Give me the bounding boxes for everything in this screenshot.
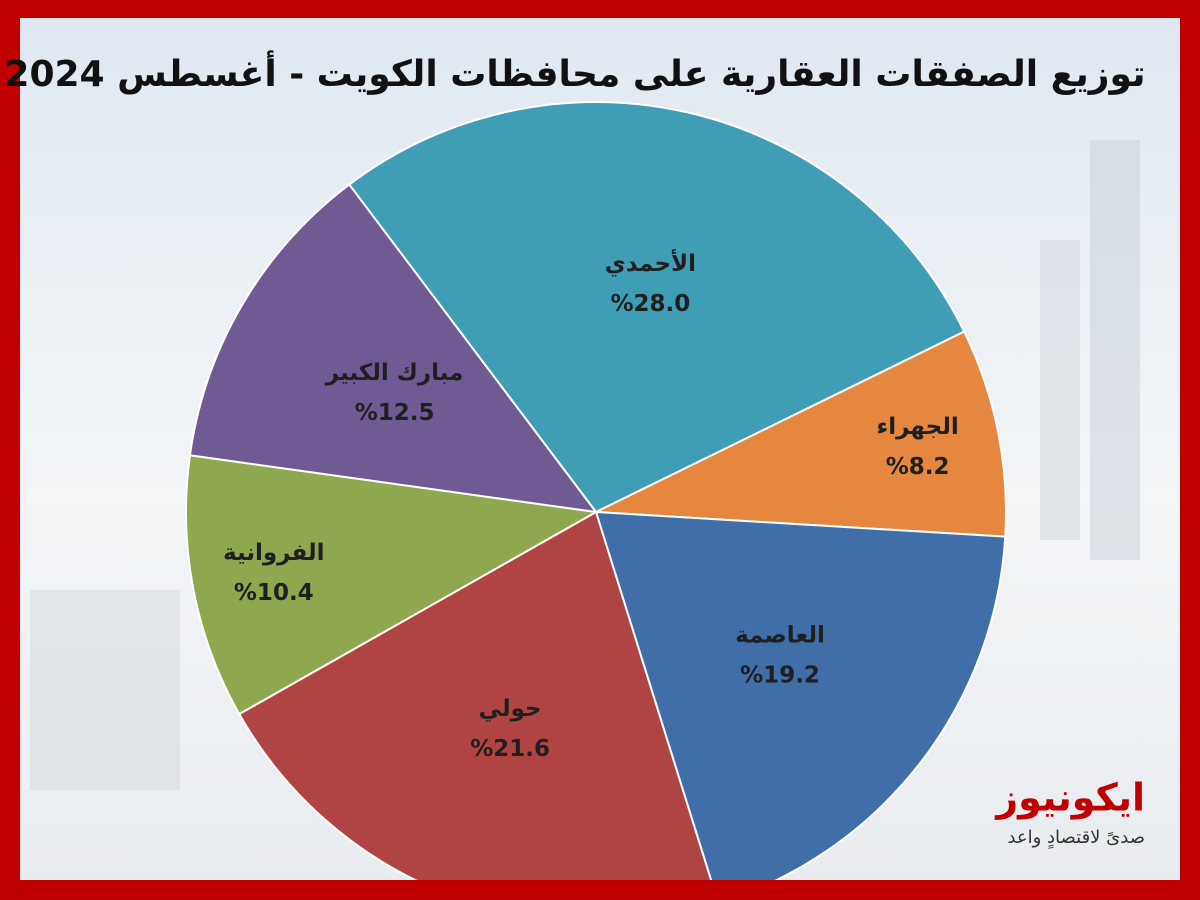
decor: [30, 140, 1140, 790]
logo-name: ايكونيوز: [994, 776, 1145, 820]
slice-value: %10.4: [234, 580, 314, 606]
slice-name: الأحمدي: [605, 248, 696, 277]
slice-value: %28.0: [610, 291, 690, 317]
slice-value: %19.2: [740, 663, 820, 689]
slice: [185, 454, 600, 716]
chart-title: توزيع الصفقات العقارية على محافظات الكوي…: [4, 50, 1145, 95]
slice-name: حولي: [479, 696, 542, 722]
slice-value: %8.2: [886, 454, 950, 480]
pie: [185, 101, 1007, 880]
slice-name: العاصمة: [735, 623, 825, 649]
slice: [594, 510, 1007, 880]
logo-tagline: صدىً لاقتصادٍ واعد: [1007, 827, 1145, 849]
slice-name: الفروانية: [223, 540, 325, 566]
slice-name: مبارك الكبير: [325, 360, 464, 386]
slice-value: %21.6: [470, 736, 550, 762]
slice: [188, 183, 599, 514]
slice-name: الجهراء: [876, 414, 958, 440]
slice: [347, 101, 966, 514]
slice: [237, 510, 713, 880]
slice: [592, 330, 1007, 538]
slice-value: %12.5: [355, 400, 435, 426]
